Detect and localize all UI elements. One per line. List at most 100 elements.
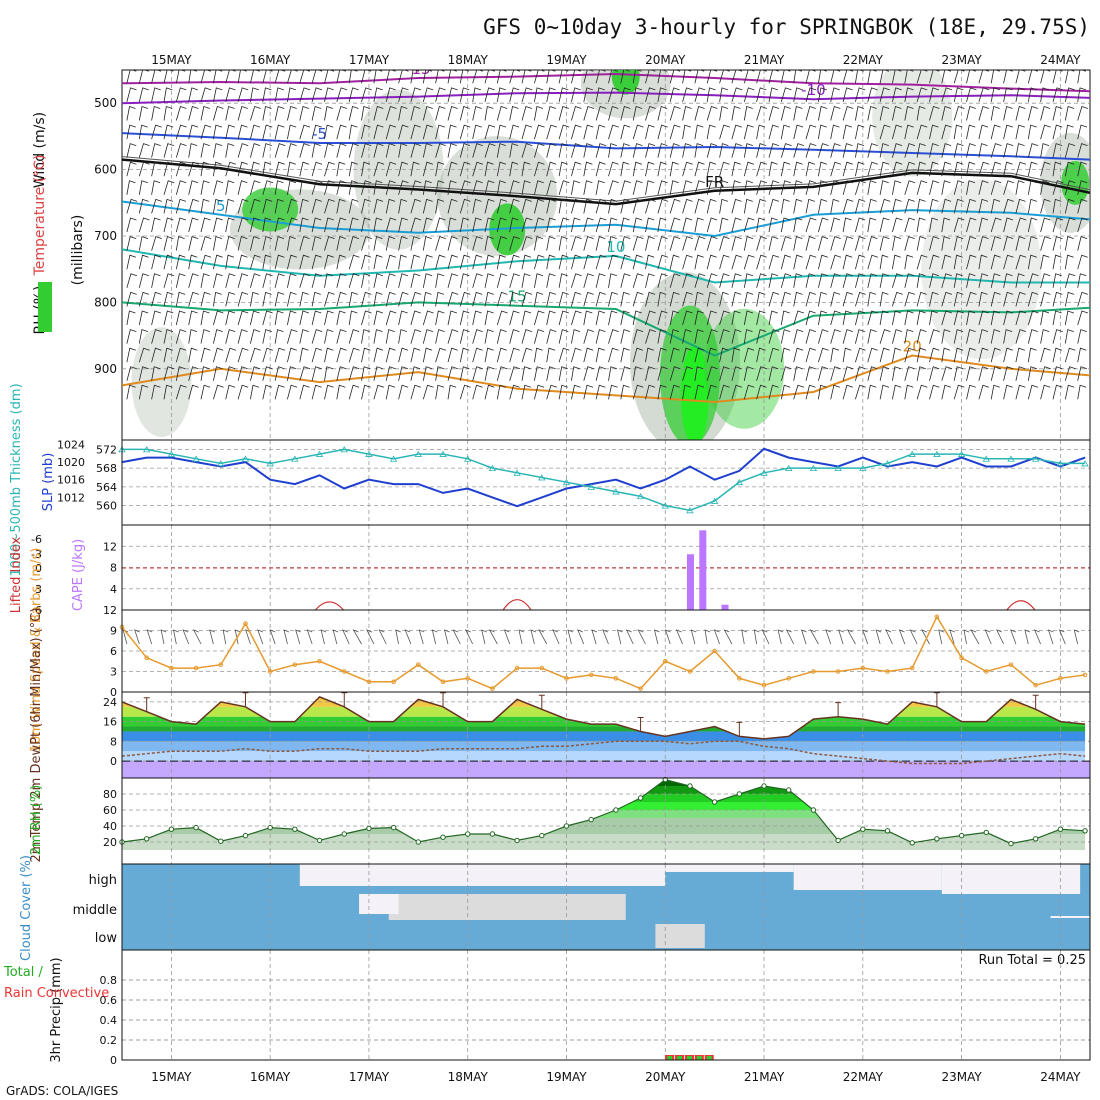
wind-barb (509, 217, 519, 233)
wind-barb (311, 310, 322, 326)
wind-barb (546, 310, 556, 326)
wind-barb (953, 291, 964, 307)
wind-barb (175, 161, 187, 177)
rh-blob (680, 345, 709, 440)
wind-barb (904, 291, 915, 307)
wind-barb (163, 384, 173, 400)
wind-barb (1040, 105, 1051, 121)
wind-barb (756, 347, 766, 363)
wind-barb (892, 198, 902, 214)
wind-barb (1024, 629, 1031, 645)
wind-barb (188, 161, 200, 177)
cloud-level-label: low (95, 931, 118, 946)
wind-barb (867, 161, 878, 177)
wind-barb (1003, 161, 1013, 177)
wind-barb (138, 161, 150, 177)
wind-barb (904, 87, 914, 102)
wind-barb (237, 329, 248, 344)
wind-barb (306, 629, 313, 645)
cloud-block (1050, 916, 1090, 918)
wind-barb (459, 70, 470, 84)
wind-barb (320, 629, 327, 645)
wind-barb (780, 143, 792, 158)
wind-barb (657, 273, 668, 288)
wind-barb (731, 273, 742, 288)
wind-barb (1003, 70, 1013, 84)
wind-barb (645, 217, 655, 233)
wind-barb (509, 254, 520, 270)
wind-barb (459, 236, 470, 251)
thickness-axis-label: 1000~500mb Thickness (dm) (9, 383, 24, 576)
wind-barb (1064, 254, 1074, 270)
wind-barb (151, 384, 161, 400)
isotherm-label: 5 (216, 197, 226, 215)
wind-barb (398, 198, 408, 214)
wind-barb (151, 161, 161, 177)
wind-barb (608, 329, 619, 344)
wind-barb (595, 273, 606, 288)
wind-barb (818, 254, 828, 270)
upper-y-label: Wind (m/s)Temperature (°C)RH (%)(milliba… (32, 112, 86, 335)
wind-barb (867, 236, 878, 251)
wind-barb (978, 217, 989, 233)
wind-barb (175, 291, 186, 307)
wind-barb (694, 161, 705, 177)
wind-speed-marker (391, 679, 396, 685)
wind-barb (225, 161, 236, 177)
wind-barb (163, 143, 174, 158)
rh-marker (687, 783, 693, 789)
wind-barb (398, 254, 407, 270)
wind-barb (175, 366, 186, 381)
wind-barb (571, 180, 581, 195)
wind-barb (361, 143, 372, 158)
wind-barb (743, 254, 755, 270)
wind-barb (632, 254, 643, 270)
wind-barb (299, 329, 309, 344)
wind-barb (1077, 105, 1089, 121)
date-label-bottom: 21MAY (744, 1070, 785, 1084)
cloud-block (359, 894, 399, 914)
wind-barb (595, 124, 606, 140)
wind-barb (422, 70, 433, 84)
wind-barb (398, 124, 409, 140)
precip-total-label: Total / (3, 965, 43, 980)
wind-barb (496, 384, 507, 400)
wind-barb (126, 105, 136, 121)
wind-barb (780, 291, 792, 307)
wind-barb (126, 236, 137, 251)
wind-barb (274, 366, 285, 381)
rh-marker (440, 834, 446, 840)
wind-barb (447, 198, 458, 214)
rh-marker (934, 836, 940, 842)
wind-barb (768, 105, 780, 121)
wind-barb (1064, 329, 1074, 344)
wind-barb (1027, 347, 1037, 363)
wind-barb (916, 254, 928, 270)
wind-barb (422, 236, 432, 251)
wind-barb (941, 180, 951, 195)
wind-barb (731, 254, 743, 270)
wind-barb (558, 254, 569, 270)
wind-barb (818, 291, 828, 307)
wind-barb (213, 310, 224, 326)
wind-barb (953, 236, 964, 251)
wind-barb (324, 217, 334, 233)
wind-barb (1003, 366, 1014, 381)
wind-barb (818, 87, 828, 102)
wind-barb (1040, 254, 1050, 270)
wind-barb (1064, 124, 1074, 140)
wind-barb (879, 254, 889, 270)
wind-barb (138, 310, 149, 326)
wind-barb (472, 217, 482, 233)
wind-barb (929, 161, 939, 177)
wind-barb (509, 124, 520, 140)
wind-barb (422, 217, 433, 233)
wind-barb (904, 105, 914, 121)
wind-barb (373, 124, 384, 140)
wind-barb (126, 124, 136, 140)
wind-barb (719, 236, 730, 251)
date-label-top: 22MAY (843, 53, 884, 67)
wind-barb (395, 629, 401, 645)
wind-barb (731, 143, 742, 158)
thickness-marker (859, 464, 867, 472)
